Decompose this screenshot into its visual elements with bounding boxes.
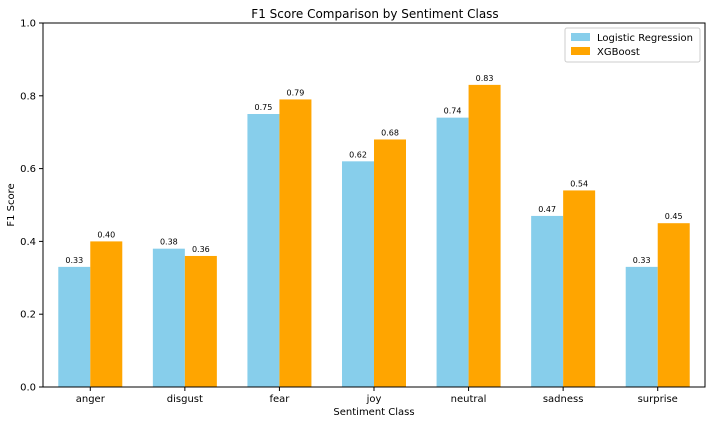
y-tick-label: 0.2 xyxy=(20,310,36,321)
legend: Logistic Regression XGBoost xyxy=(564,27,701,63)
data-label-logistic-regression-neutral: 0.74 xyxy=(444,107,462,116)
bar-xgboost-surprise xyxy=(657,223,690,387)
data-label-logistic-regression-fear: 0.75 xyxy=(255,103,273,112)
legend-box xyxy=(564,27,701,63)
y-tick-label: 1.0 xyxy=(20,19,36,30)
data-label-logistic-regression-sadness: 0.47 xyxy=(538,205,556,214)
bar-logistic-regression-fear xyxy=(247,114,280,387)
legend-label-logistic-regression: Logistic Regression xyxy=(597,33,693,44)
x-tick-label-sadness: sadness xyxy=(543,394,584,405)
legend-swatch-logistic-regression xyxy=(571,33,590,41)
data-label-xgboost-sadness: 0.54 xyxy=(570,179,588,188)
data-label-logistic-regression-surprise: 0.33 xyxy=(633,256,651,265)
bar-logistic-regression-surprise xyxy=(625,266,658,387)
data-label-logistic-regression-disgust: 0.38 xyxy=(160,238,178,247)
y-tick-label: 0.4 xyxy=(20,237,36,248)
data-label-xgboost-fear: 0.79 xyxy=(287,88,305,97)
x-tick-label-neutral: neutral xyxy=(451,394,487,405)
y-axis-label: F1 Score xyxy=(6,183,17,226)
bar-logistic-regression-disgust xyxy=(152,248,185,387)
x-tick-label-surprise: surprise xyxy=(638,394,678,405)
data-label-xgboost-anger: 0.40 xyxy=(97,230,115,239)
data-label-xgboost-disgust: 0.36 xyxy=(192,245,210,254)
y-tick-label: 0.6 xyxy=(20,164,36,175)
data-label-xgboost-surprise: 0.45 xyxy=(665,212,683,221)
bars-layer xyxy=(58,84,690,387)
y-tick-label: 0.8 xyxy=(20,91,36,102)
y-axis: 0.0 0.2 0.4 0.6 0.8 1.0 xyxy=(20,19,43,394)
bar-xgboost-joy xyxy=(374,139,406,387)
data-label-logistic-regression-anger: 0.33 xyxy=(65,256,83,265)
x-axis: anger disgust fear joy neutral sadness surpris… xyxy=(76,387,678,405)
y-tick-label: 0.0 xyxy=(20,383,36,394)
bar-xgboost-anger xyxy=(90,241,123,387)
x-tick-label-joy: joy xyxy=(366,394,382,405)
bar-logistic-regression-neutral xyxy=(436,117,469,387)
x-tick-label-fear: fear xyxy=(269,394,290,405)
x-tick-label-disgust: disgust xyxy=(167,394,203,405)
legend-swatch-xgboost xyxy=(571,47,590,55)
bar-xgboost-fear xyxy=(279,99,312,387)
legend-label-xgboost: XGBoost xyxy=(597,47,640,58)
value-labels-layer: 0.33 0.40 0.38 0.36 0.75 0.79 0.62 0.68 0.74 0.83… xyxy=(65,74,682,265)
bar-xgboost-neutral xyxy=(468,84,501,387)
bar-xgboost-sadness xyxy=(563,190,596,387)
bar-xgboost-disgust xyxy=(184,255,217,387)
data-label-logistic-regression-joy: 0.62 xyxy=(349,150,367,159)
x-axis-label: Sentiment Class xyxy=(333,407,414,418)
data-label-xgboost-joy: 0.68 xyxy=(381,128,399,137)
x-tick-label-anger: anger xyxy=(76,394,106,405)
chart-title: F1 Score Comparison by Sentiment Class xyxy=(251,7,498,21)
bar-logistic-regression-joy xyxy=(342,161,374,387)
data-label-xgboost-neutral: 0.83 xyxy=(476,74,494,83)
bar-logistic-regression-sadness xyxy=(531,215,564,387)
bar-logistic-regression-anger xyxy=(58,266,91,387)
